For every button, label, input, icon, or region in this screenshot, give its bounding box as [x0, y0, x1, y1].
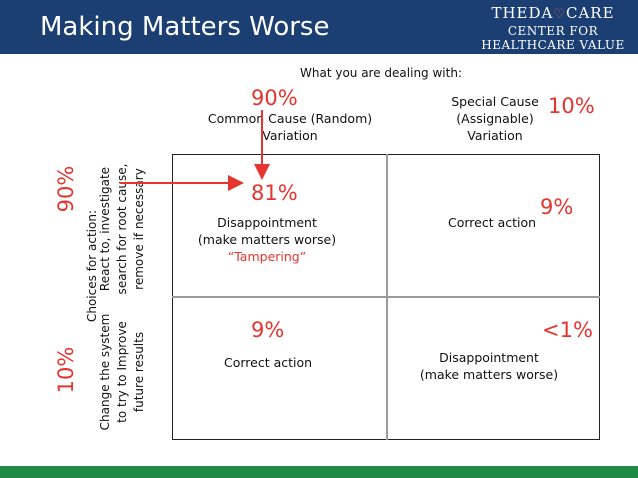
top-left-line-1: Disappointment [217, 215, 317, 230]
top-left-percent: 81% [251, 181, 298, 205]
common-cause-line-2: Variation [262, 128, 318, 143]
columns-caption: What you are dealing with: [300, 66, 462, 80]
special-cause-percent: 10% [548, 94, 595, 118]
logo-line-2: HEALTHCARE VALUE [481, 38, 625, 52]
special-cause-label: Special Cause (Assignable) Variation [440, 93, 550, 144]
special-cause-line-1: Special Cause [451, 94, 539, 109]
common-cause-label: Common Cause (Random) Variation [198, 110, 382, 144]
bottom-right-line-2: (make matters worse) [419, 367, 559, 382]
bottom-right-line-1: Disappointment [439, 350, 539, 365]
thedacare-logo: THEDA♡CARE CENTER FOR HEALTHCARE VALUE [478, 4, 628, 52]
bottom-left-percent: 9% [251, 318, 285, 342]
top-left-line-3: “Tampering” [227, 249, 307, 264]
top-right-line-1: Correct action [448, 215, 537, 230]
bottom-left-line-1: Correct action [224, 355, 313, 370]
matrix-horizontal-divider [172, 296, 600, 298]
heart-icon: ♡ [553, 7, 566, 22]
top-left-cell-text: Disappointment (make matters worse) “Tam… [196, 214, 338, 265]
special-cause-line-2: (Assignable) [456, 111, 534, 126]
top-right-percent: 9% [540, 195, 574, 219]
footer-bar [0, 466, 638, 478]
logo-brand-right: CARE [566, 4, 615, 22]
slide-title: Making Matters Worse [40, 12, 330, 42]
common-cause-line-1: Common Cause (Random) [207, 111, 373, 126]
common-cause-percent: 90% [251, 86, 298, 110]
top-left-line-2: (make matters worse) [197, 232, 337, 247]
logo-brand-left: THEDA [491, 4, 554, 22]
logo-line-1: CENTER FOR [507, 24, 599, 38]
bottom-right-percent: <1% [542, 318, 593, 342]
special-cause-line-3: Variation [467, 128, 523, 143]
bottom-right-cell-text: Disappointment (make matters worse) [414, 349, 564, 383]
logo-brand: THEDA♡CARE [478, 4, 628, 24]
header-bar [0, 0, 638, 54]
